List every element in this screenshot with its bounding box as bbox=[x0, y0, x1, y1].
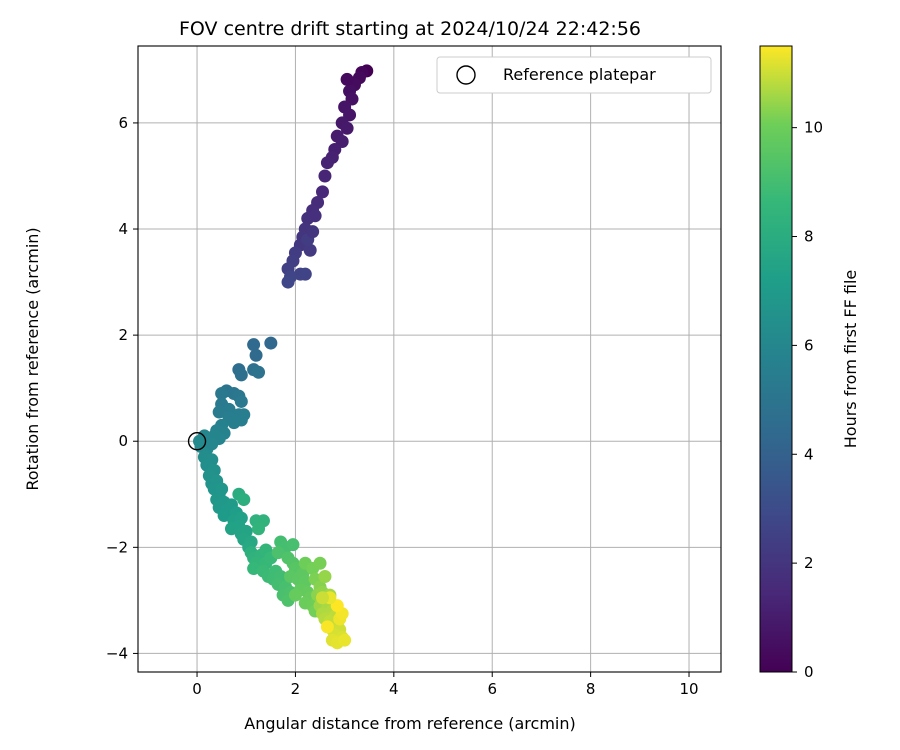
data-point bbox=[237, 493, 251, 507]
x-axis-label: Angular distance from reference (arcmin) bbox=[244, 714, 575, 733]
data-point bbox=[320, 620, 334, 634]
x-tick-label: 0 bbox=[192, 680, 202, 698]
data-point bbox=[252, 522, 266, 536]
data-point bbox=[215, 482, 229, 496]
data-point bbox=[318, 570, 332, 584]
y-axis-label: Rotation from reference (arcmin) bbox=[23, 227, 42, 490]
data-point bbox=[217, 509, 231, 522]
data-point bbox=[247, 562, 261, 576]
data-point bbox=[271, 546, 285, 560]
colorbar-ticks: 0 2 4 6 8 10 bbox=[792, 119, 823, 681]
data-point bbox=[249, 348, 263, 362]
y-tick-label: 6 bbox=[118, 114, 128, 132]
data-point bbox=[303, 243, 317, 257]
x-tick-label: 6 bbox=[487, 680, 497, 698]
scatter-points bbox=[192, 64, 374, 650]
colorbar-tick-label: 10 bbox=[804, 119, 823, 137]
data-point bbox=[306, 225, 320, 239]
data-point bbox=[298, 267, 312, 281]
data-point bbox=[318, 169, 332, 183]
colorbar-tick-label: 4 bbox=[804, 445, 814, 463]
data-point bbox=[247, 338, 261, 352]
data-point bbox=[320, 156, 334, 170]
colorbar-gradient bbox=[759, 45, 793, 673]
data-point bbox=[308, 209, 322, 223]
chart-title: FOV centre drift starting at 2024/10/24 … bbox=[179, 18, 641, 40]
colorbar-tick-label: 0 bbox=[804, 663, 814, 681]
reference-platepar-marker bbox=[187, 432, 207, 451]
data-point bbox=[286, 538, 300, 552]
data-point bbox=[313, 556, 327, 570]
y-tick-label: 2 bbox=[118, 326, 128, 344]
data-point bbox=[315, 185, 329, 199]
reference-marker-layer bbox=[187, 432, 207, 451]
colorbar: 0 2 4 6 8 10 Hours from first FF file bbox=[759, 45, 860, 681]
data-point bbox=[227, 416, 241, 430]
x-tick-label: 2 bbox=[291, 680, 301, 698]
data-point bbox=[252, 365, 266, 379]
colorbar-label: Hours from first FF file bbox=[841, 270, 860, 449]
colorbar-tick-label: 8 bbox=[804, 228, 814, 246]
y-tick-label: −4 bbox=[106, 644, 128, 662]
colorbar-tick-label: 2 bbox=[804, 554, 814, 572]
x-tick-label: 4 bbox=[389, 680, 399, 698]
data-point bbox=[338, 633, 352, 647]
data-point bbox=[340, 121, 354, 135]
data-point bbox=[205, 437, 219, 451]
legend-label: Reference platepar bbox=[503, 65, 656, 84]
data-point bbox=[340, 72, 354, 86]
y-tick-label: 4 bbox=[118, 220, 128, 238]
data-point bbox=[224, 522, 238, 536]
legend-marker-icon bbox=[456, 65, 476, 85]
x-tick-label: 10 bbox=[679, 680, 698, 698]
data-point bbox=[315, 591, 329, 605]
grid bbox=[138, 46, 721, 672]
y-tick-label: 0 bbox=[118, 432, 128, 450]
data-point bbox=[234, 368, 248, 382]
legend-box bbox=[436, 56, 712, 94]
data-point bbox=[215, 386, 229, 400]
data-point bbox=[288, 588, 302, 602]
y-tick-label: −2 bbox=[106, 538, 128, 556]
y-axis-ticks: −4 −2 0 2 4 6 bbox=[106, 114, 138, 662]
x-axis-ticks: 0 2 4 6 8 10 bbox=[192, 672, 699, 698]
data-point bbox=[212, 405, 226, 419]
legend: Reference platepar bbox=[436, 56, 712, 94]
colorbar-tick-label: 6 bbox=[804, 336, 814, 354]
data-point bbox=[234, 394, 248, 408]
x-tick-label: 8 bbox=[586, 680, 596, 698]
plot-frame bbox=[137, 45, 722, 673]
data-point bbox=[264, 336, 278, 350]
data-point bbox=[281, 275, 295, 289]
